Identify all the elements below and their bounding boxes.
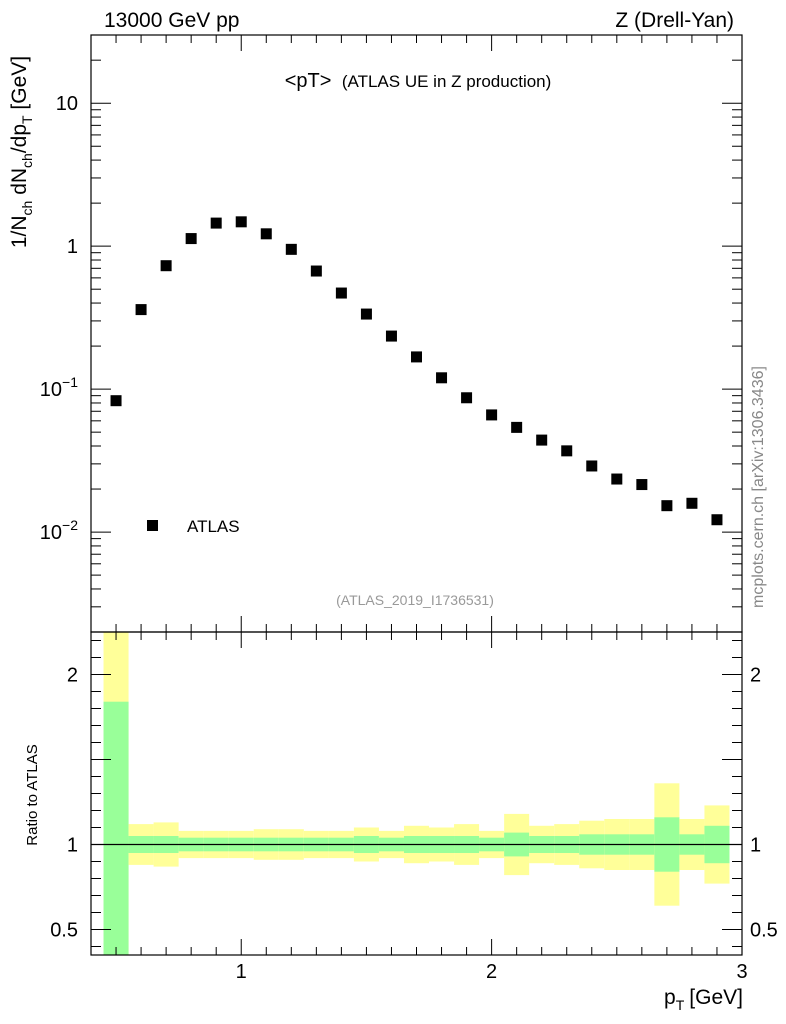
data-point	[385, 330, 397, 342]
ratio-band-inner	[103, 701, 129, 955]
upper-y-tick-label: 1	[67, 236, 78, 258]
data-point	[160, 260, 172, 272]
data-point	[260, 228, 272, 240]
data-point	[436, 372, 448, 384]
data-point	[586, 460, 598, 472]
ratio-bands	[103, 632, 730, 955]
data-point	[210, 217, 222, 229]
plot-title: <pT> (ATLAS UE in Z production)	[285, 70, 552, 92]
data-point	[110, 395, 122, 407]
lower-y-tick-label-right: 1	[750, 835, 761, 857]
data-point	[661, 500, 673, 512]
analysis-id-label: (ATLAS_2019_I1736531)	[336, 592, 494, 608]
data-point	[285, 243, 297, 255]
x-tick-label: 1	[236, 961, 247, 983]
x-axis-label: pT [GeV]	[664, 986, 743, 1013]
data-point	[235, 216, 247, 228]
x-tick-label: 2	[486, 961, 497, 983]
lower-plot-frame	[90, 631, 743, 956]
data-point	[636, 479, 648, 491]
side-source-label: mcplots.cern.ch [arXiv:1306.3436]	[750, 366, 767, 608]
header-right-label: Z (Drell-Yan)	[615, 9, 734, 32]
data-point	[536, 434, 548, 446]
upper-y-tick-label: 10−2	[40, 517, 78, 544]
upper-plot-frame	[90, 34, 743, 633]
x-axis-label-main: p	[664, 986, 676, 1009]
lower-y-tick-label-right: 2	[750, 665, 761, 687]
data-point	[511, 421, 523, 433]
lower-y-tick-label-right: 0.5	[750, 920, 778, 942]
data-point	[611, 473, 623, 485]
legend-marker-atlas	[147, 520, 158, 531]
data-point	[461, 392, 473, 404]
upper-y-tick-label: 10	[56, 93, 78, 115]
plot-title-sub: (ATLAS UE in Z production)	[342, 72, 551, 91]
axis-tick-labels: 1 2 3 10 1 10−1 10−2 2 2 1 1 0.5 0.5	[40, 93, 778, 983]
data-point	[711, 514, 723, 526]
data-point	[360, 308, 372, 320]
legend-label-atlas: ATLAS	[187, 517, 240, 536]
x-axis-label-sub: T	[676, 997, 685, 1013]
lower-y-tick-label-left: 1	[67, 835, 78, 857]
data-point	[335, 287, 347, 299]
lower-y-axis-label: Ratio to ATLAS	[24, 744, 41, 845]
lower-y-tick-label-left: 2	[67, 665, 78, 687]
data-point	[135, 304, 147, 316]
axis-ticks	[90, 34, 743, 955]
data-point	[561, 445, 573, 457]
data-point	[185, 233, 197, 245]
data-point	[486, 409, 498, 421]
plot-title-main: <pT>	[285, 70, 332, 92]
data-markers	[110, 216, 723, 526]
header-left-label: 13000 GeV pp	[104, 9, 239, 32]
x-axis-label-unit: [GeV]	[689, 986, 743, 1009]
data-point	[310, 265, 322, 277]
upper-y-axis-label: 1/Nch dNch/dpT [GeV]	[8, 56, 35, 248]
data-point	[686, 497, 698, 509]
data-point	[411, 351, 422, 363]
upper-y-tick-label: 10−1	[40, 374, 78, 401]
x-tick-label: 3	[736, 961, 747, 983]
lower-y-tick-label-left: 0.5	[50, 920, 78, 942]
